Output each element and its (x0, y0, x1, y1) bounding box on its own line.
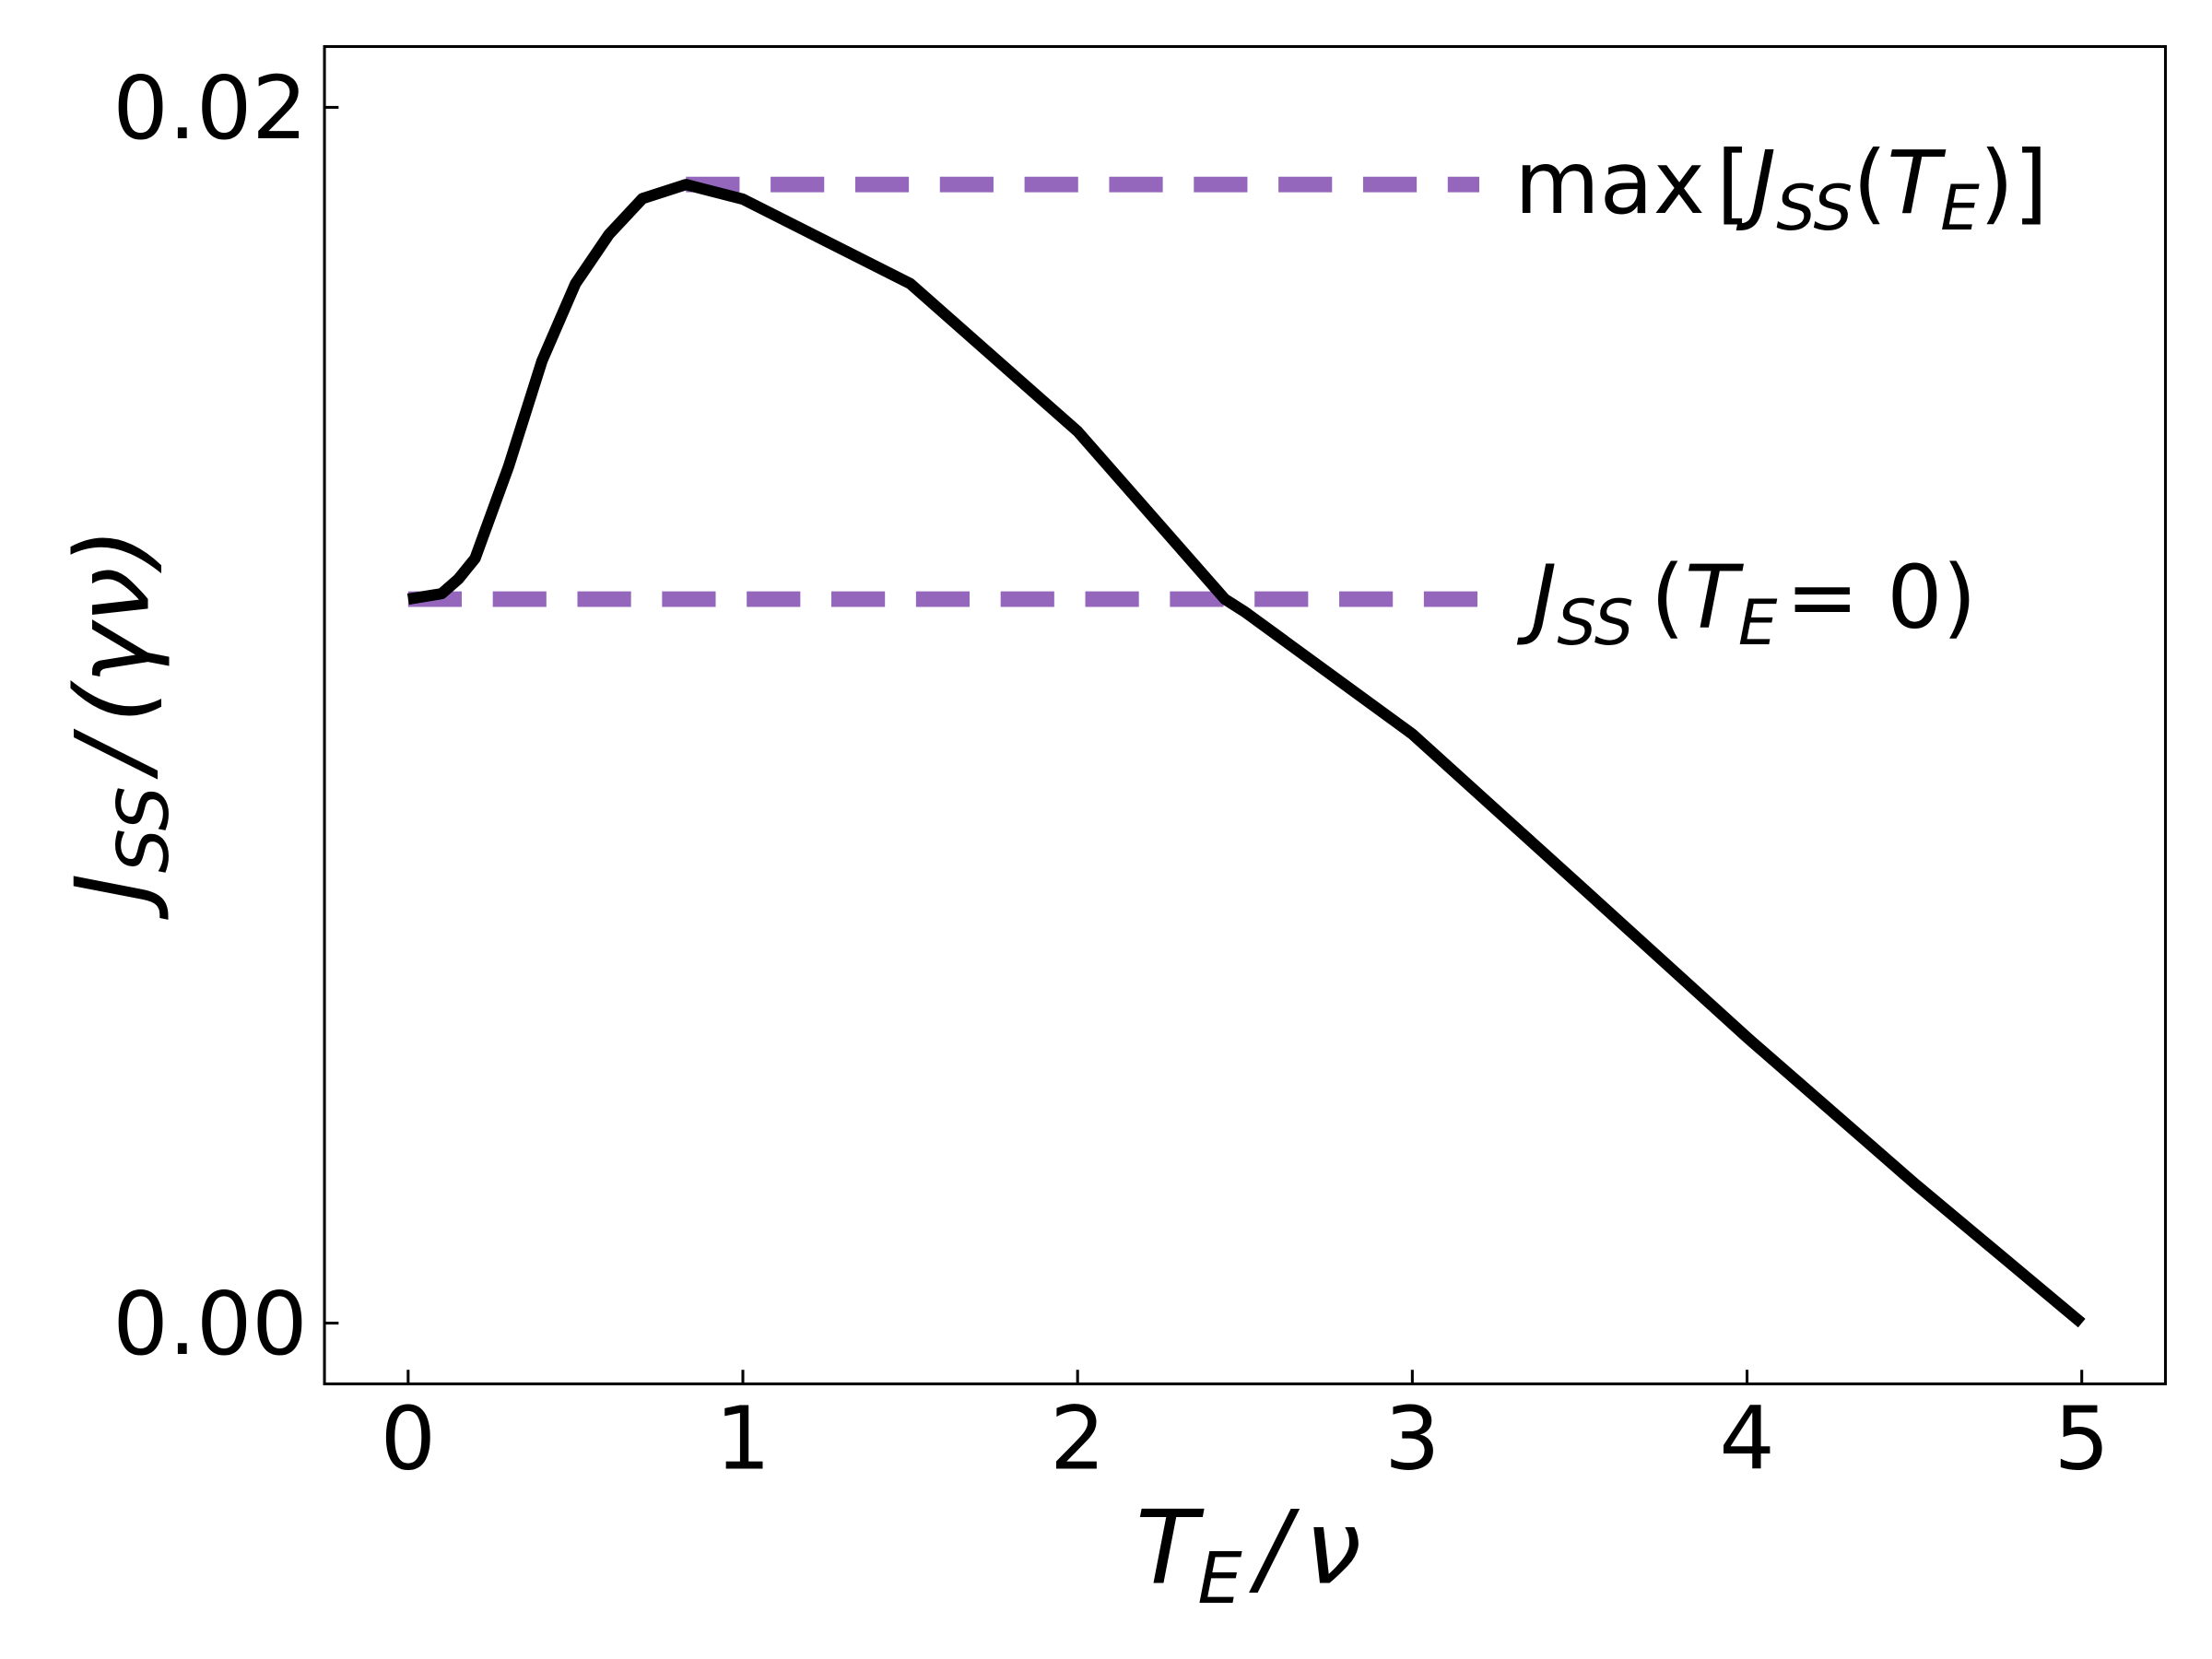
x-tick-label: 5 (2054, 1388, 2110, 1489)
x-tick-label: 0 (381, 1388, 436, 1489)
x-tick-label: 2 (1050, 1388, 1105, 1489)
y-axis-label: JSS/(γν) (54, 527, 185, 920)
y-tick-label: 0.00 (112, 1274, 307, 1375)
y-tick-label: 0.02 (112, 58, 307, 159)
annotation: max [JSS(TE)] (1514, 133, 2048, 244)
annotation: JSS (TE = 0) (1516, 547, 1976, 659)
data-line (406, 179, 2086, 1328)
x-tick-label: 1 (715, 1388, 771, 1489)
x-axis-label: TE / ν (1135, 1488, 1361, 1619)
x-tick-label: 3 (1384, 1388, 1440, 1489)
x-tick-label: 4 (1719, 1388, 1774, 1489)
plot-frame (323, 44, 2168, 1386)
